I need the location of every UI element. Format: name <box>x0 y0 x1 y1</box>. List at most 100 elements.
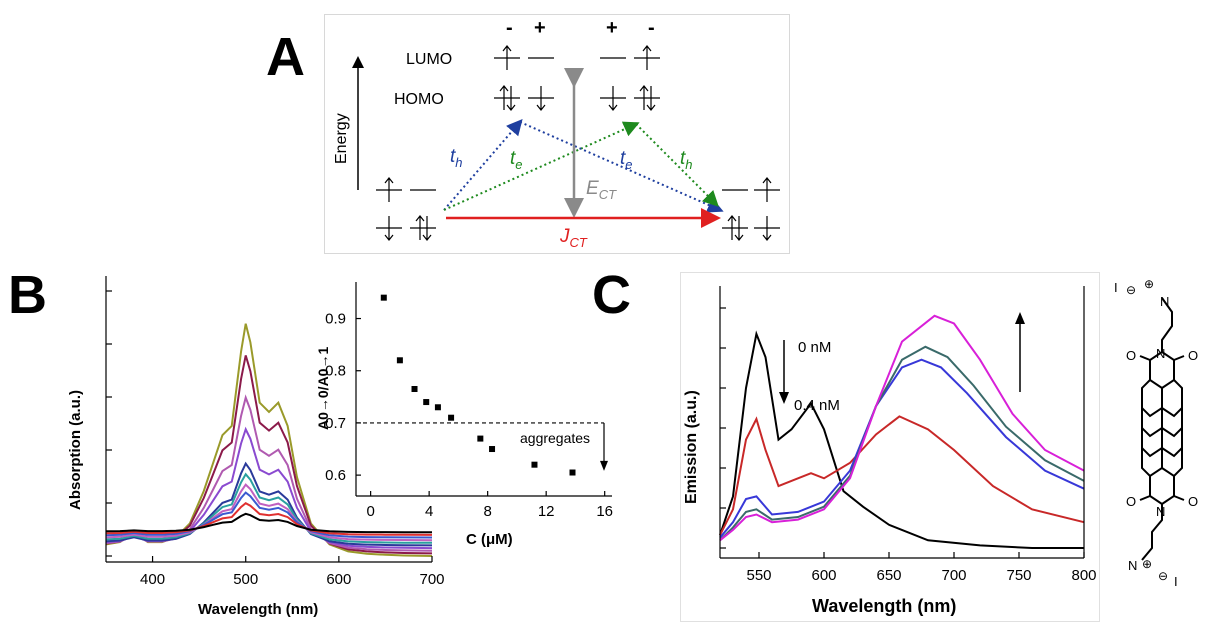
charge-sign-4: - <box>648 17 655 39</box>
hole-transfer-arrow-right <box>635 123 719 207</box>
panel-label-c: C <box>592 265 631 325</box>
ratio-point <box>396 357 403 364</box>
th-label-right: th <box>680 148 693 172</box>
hole-transfer-arrow-left <box>443 118 523 211</box>
c-y-axis-title: Emission (a.u.) <box>683 390 700 504</box>
inset-y-ticks: 0.6 0.7 0.8 0.9 <box>325 311 361 484</box>
homo-label: HOMO <box>394 91 444 108</box>
carbonyl-o-2: O <box>1188 348 1198 363</box>
te-label-left: te <box>510 148 523 172</box>
b-x-tick-label: 400 <box>140 571 165 588</box>
emission-series-5 <box>719 314 1085 542</box>
b-x-tick-label: 500 <box>233 571 258 588</box>
ratio-point <box>489 446 496 453</box>
emission-series-2 <box>719 415 1085 536</box>
b-y-axis-title: Absorption (a.u.) <box>67 390 84 510</box>
c-y-ticks <box>720 307 726 549</box>
aggregates-annotation: aggregates <box>520 430 590 446</box>
absorption-series-group <box>105 323 433 557</box>
ratio-point <box>411 386 418 392</box>
absorption-series-9 <box>105 502 433 536</box>
inset-y-tick-label: 0.6 <box>325 467 346 484</box>
molecule-bonds <box>1139 297 1185 561</box>
charge-sign-2: + <box>534 17 546 39</box>
charge-sign-3: + <box>606 17 618 39</box>
ratio-point <box>423 399 430 406</box>
aggregates-arrowhead <box>600 460 608 471</box>
ratio-point <box>569 469 576 476</box>
c-x-tick-label: 600 <box>811 567 836 584</box>
inset-x-axis-title: C (μM) <box>466 531 513 548</box>
ratio-point <box>434 404 441 411</box>
b-x-ticks: 400 500 600 700 <box>140 556 445 588</box>
absorption-series-5 <box>105 461 433 547</box>
carbonyl-o-4: O <box>1188 494 1198 509</box>
absorption-series-10 <box>105 512 432 534</box>
emission-series-4 <box>719 345 1085 542</box>
decrease-arrowhead <box>779 392 789 404</box>
c-x-axis-title: Wavelength (nm) <box>812 596 956 616</box>
annotation-0nm: 0 nM <box>798 339 831 356</box>
carbonyl-o-1: O <box>1126 348 1136 363</box>
panel-label-a: A <box>266 27 305 87</box>
te-label-right: te <box>620 148 633 172</box>
inset-y-tick-label: 0.9 <box>325 311 346 328</box>
inset-x-tick-label: 8 <box>483 503 491 520</box>
ammonium-n-bottom: N <box>1128 558 1137 573</box>
ratio-point <box>531 461 538 468</box>
charge-transfer-diagram: Energy LUMO HOMO - + + - th te te th ECT… <box>324 14 790 254</box>
energy-label: Energy <box>333 113 350 164</box>
c-x-tick-label: 550 <box>746 567 771 584</box>
inset-x-tick-label: 4 <box>425 503 433 520</box>
plus-charge-top: ⊕ <box>1144 277 1154 291</box>
b-x-axis-title: Wavelength (nm) <box>198 601 318 618</box>
ratio-point <box>380 294 387 301</box>
perylene-diimide-structure: I ⊖ ⊕ N N O O O O N N ⊕ ⊖ I <box>1114 277 1198 589</box>
ratio-points <box>380 294 576 476</box>
absorption-series-6 <box>105 472 433 544</box>
th-label-left: th <box>450 146 463 170</box>
absorption-chart: 400 500 600 700 Absorption (a.u.) Wavelengt… <box>67 276 613 618</box>
inset-x-tick-label: 0 <box>366 503 374 520</box>
c-x-tick-label: 800 <box>1071 567 1096 584</box>
absorption-series-7 <box>105 483 433 542</box>
inset-y-tick-label: 0.8 <box>325 363 346 380</box>
emission-frame <box>680 272 1100 622</box>
b-y-ticks <box>106 290 112 557</box>
emission-series-group <box>719 314 1085 549</box>
ammonium-n-top: N <box>1160 294 1169 309</box>
minus-charge-bottom: ⊖ <box>1158 569 1168 583</box>
inset-x-tick-label: 16 <box>596 503 613 520</box>
ratio-inset-chart: 0.6 0.7 0.8 0.9 0 4 8 12 16 aggregates A0→0/A0→… <box>315 282 613 548</box>
ratio-point <box>448 414 455 421</box>
inset-y-tick-label: 0.7 <box>325 415 346 432</box>
lumo-label: LUMO <box>406 51 452 68</box>
b-x-tick-label: 600 <box>326 571 351 588</box>
ect-label: ECT <box>586 178 617 202</box>
ratio-point <box>477 435 484 442</box>
iodide-top: I <box>1114 280 1118 295</box>
inset-y-axis-title: A0→0/A0→1 <box>315 347 331 430</box>
absorption-series-2 <box>105 355 433 555</box>
emission-series-3 <box>719 358 1085 539</box>
panel-label-b: B <box>8 265 47 325</box>
c-x-ticks: 550 600 650 700 750 800 <box>746 552 1097 584</box>
carbonyl-o-3: O <box>1126 494 1136 509</box>
increase-arrowhead <box>1015 312 1025 324</box>
annotation-04nm: 0.4 nM <box>794 397 840 414</box>
c-x-tick-label: 700 <box>941 567 966 584</box>
absorption-series-8 <box>105 491 433 539</box>
imide-n-bottom: N <box>1156 504 1165 519</box>
iodide-bottom: I <box>1174 574 1178 589</box>
emission-series-1 <box>719 330 1084 549</box>
b-x-tick-label: 700 <box>419 571 444 588</box>
c-x-tick-label: 750 <box>1006 567 1031 584</box>
electron-spins <box>384 45 772 241</box>
electron-transfer-arrow-left <box>443 121 640 211</box>
c-x-tick-label: 650 <box>876 567 901 584</box>
minus-charge-top: ⊖ <box>1126 283 1136 297</box>
inset-x-ticks: 0 4 8 12 16 <box>366 491 613 520</box>
imide-n-top: N <box>1156 346 1165 361</box>
inset-x-tick-label: 12 <box>538 503 555 520</box>
electron-transfer-arrow-right <box>519 121 724 213</box>
